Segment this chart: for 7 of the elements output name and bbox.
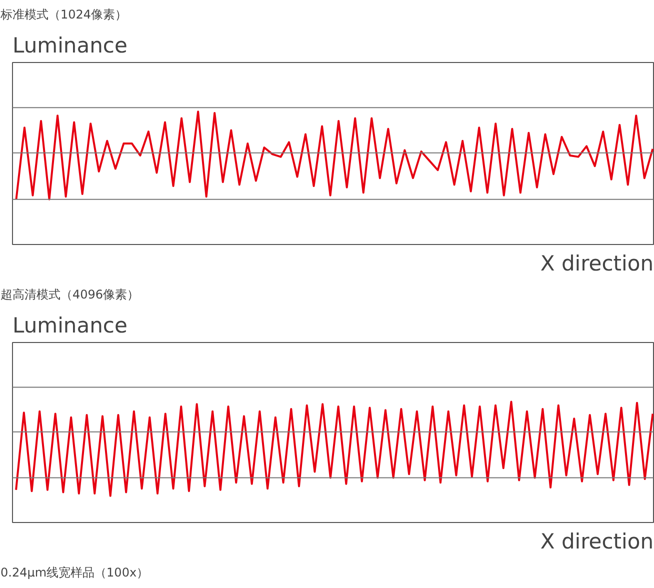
chart-title: 超高清模式（4096像素） (0, 288, 140, 302)
y-axis-title: Luminance (12, 314, 128, 338)
y-axis-title: Luminance (12, 34, 128, 58)
x-axis-title: X direction (540, 530, 654, 554)
text: 0.24μm线宽样品（100x） (0, 566, 149, 580)
chart-title: 标准模式（1024像素） (0, 8, 128, 22)
x-axis-title: X direction (540, 252, 654, 276)
